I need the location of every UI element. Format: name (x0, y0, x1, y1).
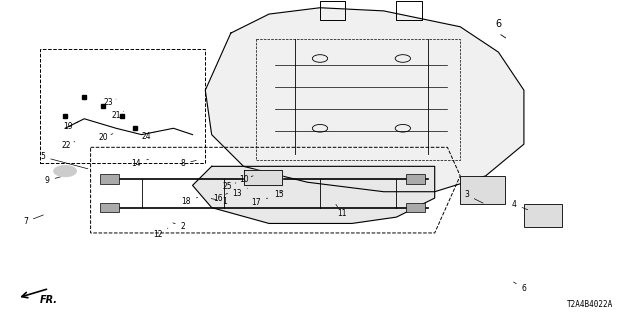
Bar (406, 203, 425, 212)
Polygon shape (193, 166, 435, 223)
Text: 6: 6 (495, 19, 501, 29)
Text: 22: 22 (61, 141, 75, 150)
Bar (100, 174, 119, 184)
Text: 13: 13 (232, 188, 248, 198)
Text: 11: 11 (336, 204, 347, 219)
Bar (100, 203, 119, 212)
Bar (40, 49, 205, 163)
Text: 1: 1 (211, 197, 227, 206)
Text: 9: 9 (45, 176, 61, 185)
Text: 20: 20 (99, 133, 113, 142)
Polygon shape (244, 170, 282, 185)
Polygon shape (205, 8, 524, 192)
Text: 5: 5 (40, 152, 88, 169)
Text: FR.: FR. (40, 295, 58, 305)
Text: 8: 8 (180, 159, 196, 168)
Text: 17: 17 (252, 198, 268, 207)
Text: 10: 10 (239, 174, 253, 184)
Text: 16: 16 (213, 193, 228, 203)
Text: 14: 14 (132, 159, 148, 168)
Text: 12: 12 (153, 228, 168, 239)
Text: 7: 7 (23, 215, 44, 226)
Text: 18: 18 (181, 197, 198, 206)
Text: 6: 6 (513, 282, 526, 293)
Circle shape (54, 165, 77, 177)
Text: 2: 2 (173, 222, 186, 231)
Text: 4: 4 (512, 200, 528, 210)
Bar (460, 176, 505, 204)
Text: 24: 24 (142, 132, 154, 141)
Text: T2A4B4022A: T2A4B4022A (567, 300, 613, 309)
Text: 21: 21 (111, 111, 124, 120)
Text: 19: 19 (63, 122, 78, 131)
Text: 23: 23 (104, 99, 116, 108)
Bar (524, 204, 562, 227)
Text: 15: 15 (274, 190, 284, 199)
Bar (406, 174, 425, 184)
Text: 3: 3 (464, 190, 483, 203)
Text: 25: 25 (223, 182, 236, 191)
